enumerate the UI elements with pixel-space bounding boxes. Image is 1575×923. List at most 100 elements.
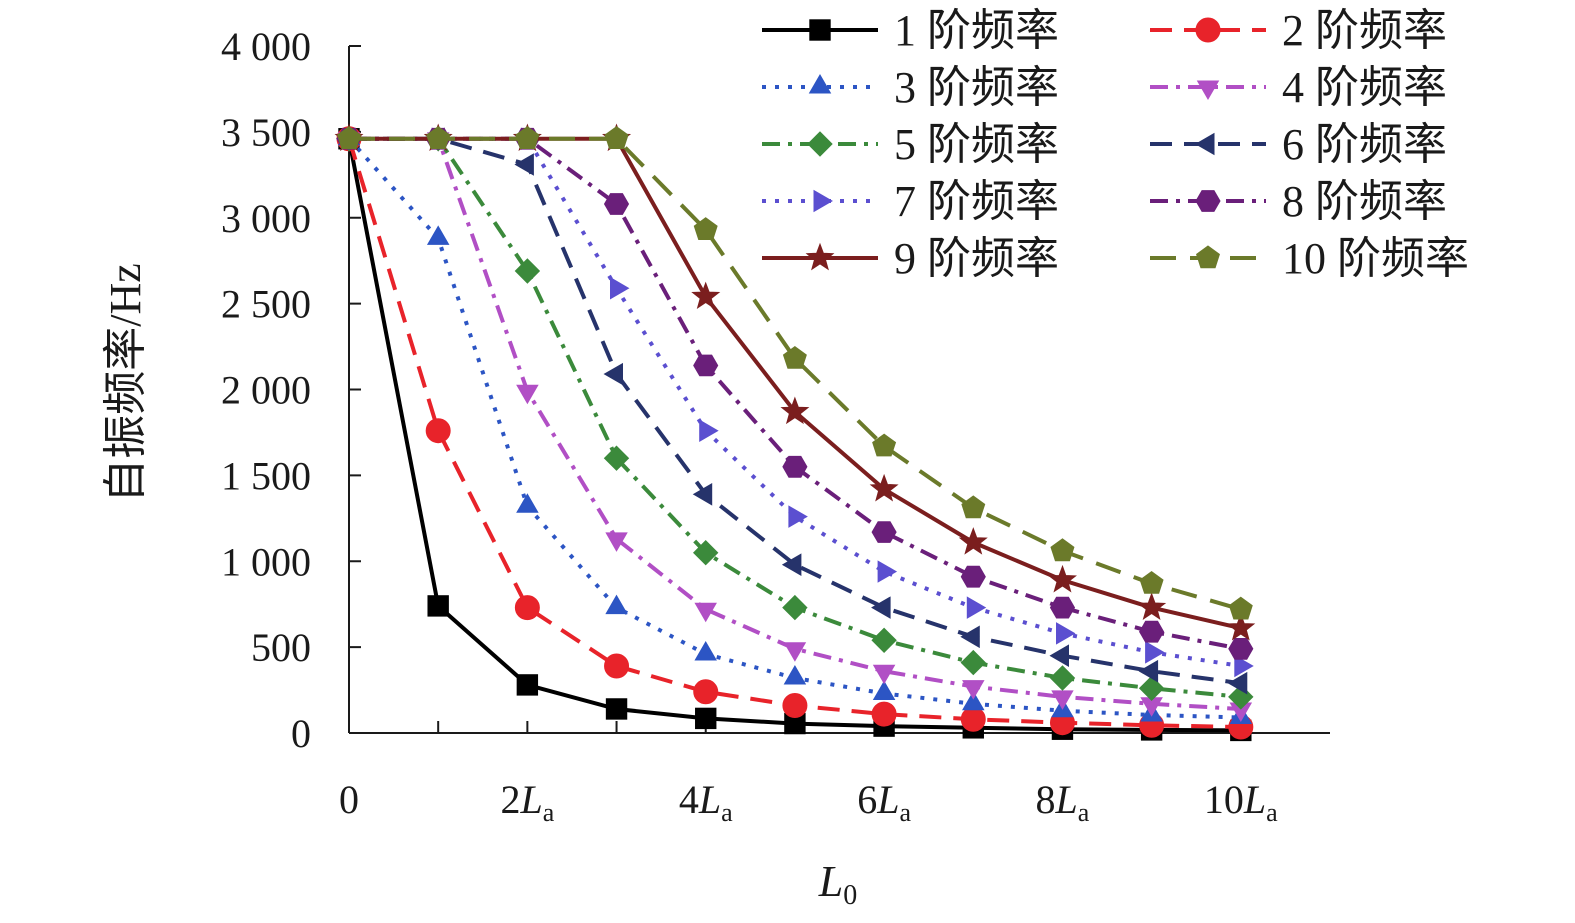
legend-item: 9 阶频率 [762,234,1059,283]
series-line [347,138,1241,733]
legend-label: 9 阶频率 [894,234,1059,283]
y-tick-label: 2 000 [221,368,311,413]
data-point [960,706,986,732]
x-tick-label-number: 6 [857,777,877,822]
data-point [610,276,630,300]
data-point [426,225,450,245]
legend-item: 2 阶频率 [1150,6,1447,55]
data-point [872,664,896,685]
x-axis-title: L0 [818,857,857,911]
data-point [692,539,719,566]
data-point [1138,675,1165,702]
data-point [426,126,451,149]
x-tick-label: 0 [339,777,359,822]
data-point [783,665,807,685]
series-10 [337,126,1253,620]
x-tick-label-number: 10 [1204,777,1244,822]
x-tick-label-number: 2 [500,777,520,822]
series-line [349,136,1242,631]
data-point [1139,620,1165,643]
data-point [605,698,628,720]
data-point [604,126,629,149]
legend-item: 4 阶频率 [1150,63,1447,112]
data-point [425,418,451,444]
data-point [1227,671,1248,695]
data-point [960,565,986,588]
data-point [961,495,986,519]
data-point [691,281,721,310]
legend-swatch-marker [1195,190,1221,212]
x-tick-label-var: L [698,777,721,822]
data-point [427,595,449,617]
data-point [958,527,988,555]
data-point [604,653,630,679]
data-point [516,384,539,405]
data-point [1228,638,1254,660]
data-point [693,679,719,705]
data-point [514,258,541,284]
series-line [347,137,1241,720]
data-point [1234,654,1254,678]
legend-swatch-marker [808,74,832,94]
x-axis-title-var: L [818,857,843,906]
data-point [1049,596,1076,619]
data-point [877,560,898,583]
data-point [871,596,891,619]
legend-swatch-marker [813,189,833,213]
y-tick-label: 3 000 [221,196,311,241]
series-4 [337,132,1253,722]
data-point [693,354,719,377]
data-point [1051,690,1074,710]
data-point [337,126,361,149]
series-line [349,136,1242,686]
x-tick-label-number: 4 [679,777,699,822]
data-point [869,473,899,502]
y-tick-label: 2 500 [221,282,311,327]
series-3 [337,125,1253,724]
data-point [695,707,717,730]
data-point [692,483,713,506]
data-point [603,193,630,215]
x-tick-label-var: L [1055,777,1078,822]
x-tick-label-number: 8 [1036,777,1056,822]
data-point [514,153,534,176]
x-tick-label-sub: a [899,798,911,827]
legend-swatch-marker [809,19,831,41]
data-point [605,532,628,552]
data-point [693,217,718,240]
data-point [788,505,808,528]
x-tick-label-sub: a [721,798,733,827]
legend-swatch-marker [805,242,835,271]
x-axis-title-sub: 0 [843,880,857,911]
legend-item: 10 阶频率 [1150,234,1469,283]
data-point [871,521,897,543]
y-tick-label: 1 000 [221,539,311,584]
series-group [334,123,1256,742]
y-tick-label: 1 500 [221,453,311,498]
data-point [782,693,808,719]
data-point [966,596,987,619]
data-point [783,642,807,662]
x-tick-label: 8La [1036,777,1090,827]
x-tick-label-number: 0 [339,777,359,822]
x-tick-label-sub: a [1078,798,1090,827]
data-point [516,674,539,696]
data-point [1226,612,1256,641]
legend-label: 8 阶频率 [1282,177,1447,226]
data-point [782,345,807,369]
x-tick-label: 6La [857,777,911,827]
x-tick-label-var: L [519,777,542,822]
data-point [699,419,719,442]
data-point [871,627,897,654]
x-tick-label-var: L [876,777,899,822]
data-point [872,433,897,457]
legend-swatch-marker [807,131,833,157]
legend-label: 2 阶频率 [1282,6,1447,55]
legend-swatch-marker [1195,17,1221,43]
data-point [1049,644,1069,667]
series-line [349,136,1241,711]
data-point [960,649,987,676]
y-tick-label: 4 000 [221,24,311,69]
legend-label: 7 阶频率 [894,177,1059,226]
